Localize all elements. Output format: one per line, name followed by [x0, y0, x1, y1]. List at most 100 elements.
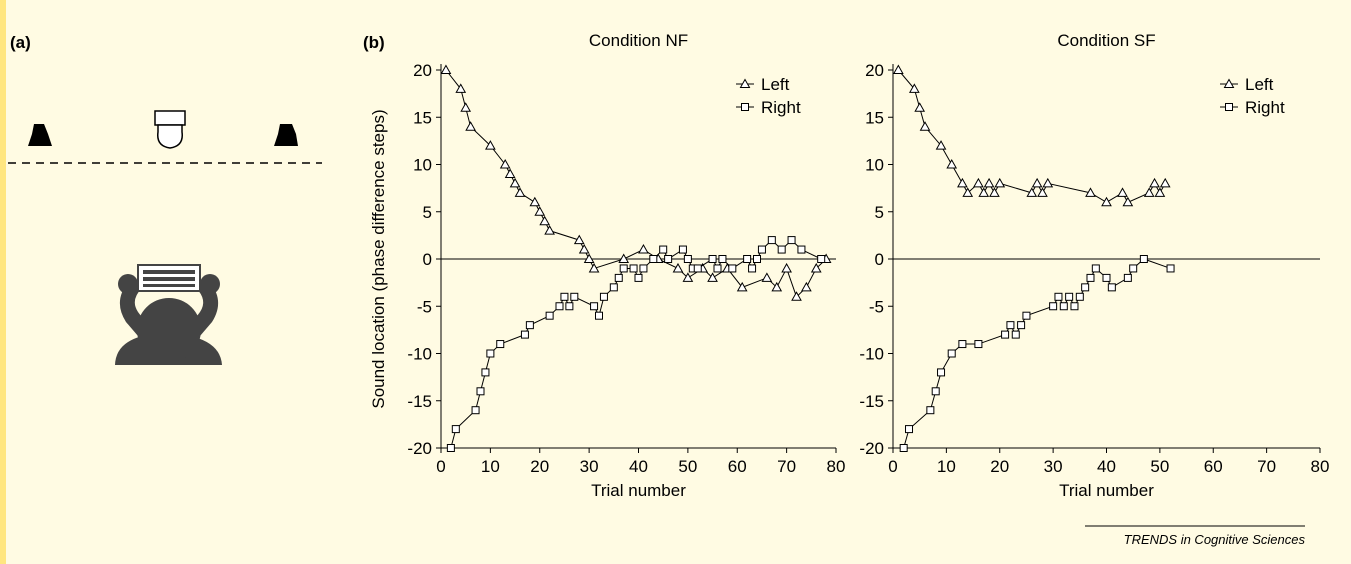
marker — [962, 187, 974, 197]
legend-label: Right — [761, 98, 801, 117]
y-tick-label: 15 — [413, 108, 432, 127]
legend-marker — [739, 78, 751, 88]
marker — [777, 245, 786, 254]
marker — [1042, 177, 1054, 188]
y-tick-label: -15 — [407, 392, 432, 411]
x-tick-label: 10 — [937, 457, 956, 476]
marker — [791, 291, 802, 301]
marker — [639, 264, 648, 273]
marker — [455, 83, 467, 93]
x-tick-label: 40 — [629, 457, 648, 476]
marker — [1159, 177, 1171, 188]
marker — [476, 387, 485, 396]
marker — [781, 262, 792, 273]
marker — [659, 245, 668, 254]
marker — [471, 406, 480, 415]
marker — [753, 255, 761, 263]
marker — [573, 234, 585, 245]
marker — [1107, 283, 1116, 292]
marker — [1129, 264, 1138, 273]
marker — [931, 387, 940, 396]
marker — [1031, 177, 1043, 188]
marker — [1026, 187, 1038, 197]
marker — [1017, 321, 1026, 330]
panel-label: (b) — [363, 33, 385, 52]
x-tick-label: 70 — [777, 457, 796, 476]
marker — [504, 168, 516, 178]
marker — [905, 425, 914, 434]
marker — [1139, 255, 1148, 263]
legend-marker — [741, 103, 749, 111]
chart-title: Condition NF — [589, 31, 688, 50]
y-tick-label: -20 — [407, 439, 432, 458]
y-tick-label: -15 — [859, 392, 884, 411]
marker — [1154, 187, 1166, 197]
marker — [481, 368, 490, 377]
marker — [1037, 187, 1048, 197]
marker — [1001, 330, 1010, 339]
marker — [736, 281, 748, 292]
marker — [618, 253, 630, 263]
marker — [771, 281, 783, 292]
marker — [570, 292, 579, 301]
marker — [565, 302, 574, 311]
marker — [974, 340, 983, 349]
y-axis-label: Sound location (phase difference steps) — [369, 109, 388, 408]
chart-title: Condition SF — [1057, 31, 1155, 50]
x-tick-label: 40 — [1097, 457, 1116, 476]
marker — [578, 244, 590, 254]
legend-marker — [1223, 78, 1235, 88]
marker — [757, 245, 766, 254]
marker — [767, 236, 776, 245]
marker — [560, 292, 569, 301]
marker — [1143, 187, 1155, 197]
marker — [1065, 292, 1074, 301]
marker — [638, 244, 649, 254]
marker — [728, 264, 737, 273]
marker — [935, 140, 947, 150]
x-tick-label: 80 — [827, 457, 846, 476]
marker — [899, 444, 908, 452]
y-tick-label: 20 — [413, 61, 432, 80]
x-tick-label: 20 — [990, 457, 1009, 476]
marker — [989, 187, 1000, 197]
marker — [919, 121, 931, 131]
marker — [465, 121, 476, 131]
marker — [1086, 273, 1095, 282]
marker — [520, 330, 529, 339]
marker — [1049, 302, 1058, 311]
x-tick-label: 0 — [436, 457, 445, 476]
marker — [761, 272, 773, 282]
marker — [1149, 177, 1160, 188]
marker — [682, 272, 694, 282]
marker — [599, 292, 608, 301]
marker — [1122, 196, 1134, 207]
marker — [748, 264, 757, 273]
marker — [555, 302, 564, 311]
marker — [978, 187, 990, 197]
footer: TRENDS in Cognitive Sciences — [1124, 532, 1306, 547]
marker — [583, 253, 595, 263]
marker — [937, 368, 946, 377]
marker — [525, 321, 534, 330]
marker — [664, 255, 673, 263]
marker — [1101, 196, 1112, 207]
x-tick-label: 60 — [728, 457, 747, 476]
marker — [446, 444, 455, 452]
y-tick-label: 10 — [865, 156, 884, 175]
marker — [629, 264, 638, 273]
x-axis-label: Trial number — [1059, 481, 1154, 500]
marker — [609, 283, 618, 292]
marker — [973, 177, 984, 188]
y-tick-label: 15 — [865, 108, 884, 127]
marker — [499, 158, 511, 169]
marker — [1085, 187, 1096, 197]
marker — [797, 245, 806, 254]
x-tick-label: 30 — [1044, 457, 1063, 476]
marker — [707, 272, 718, 282]
marker — [545, 311, 554, 320]
marker — [983, 177, 995, 188]
x-tick-label: 80 — [1311, 457, 1330, 476]
marker — [801, 281, 812, 292]
